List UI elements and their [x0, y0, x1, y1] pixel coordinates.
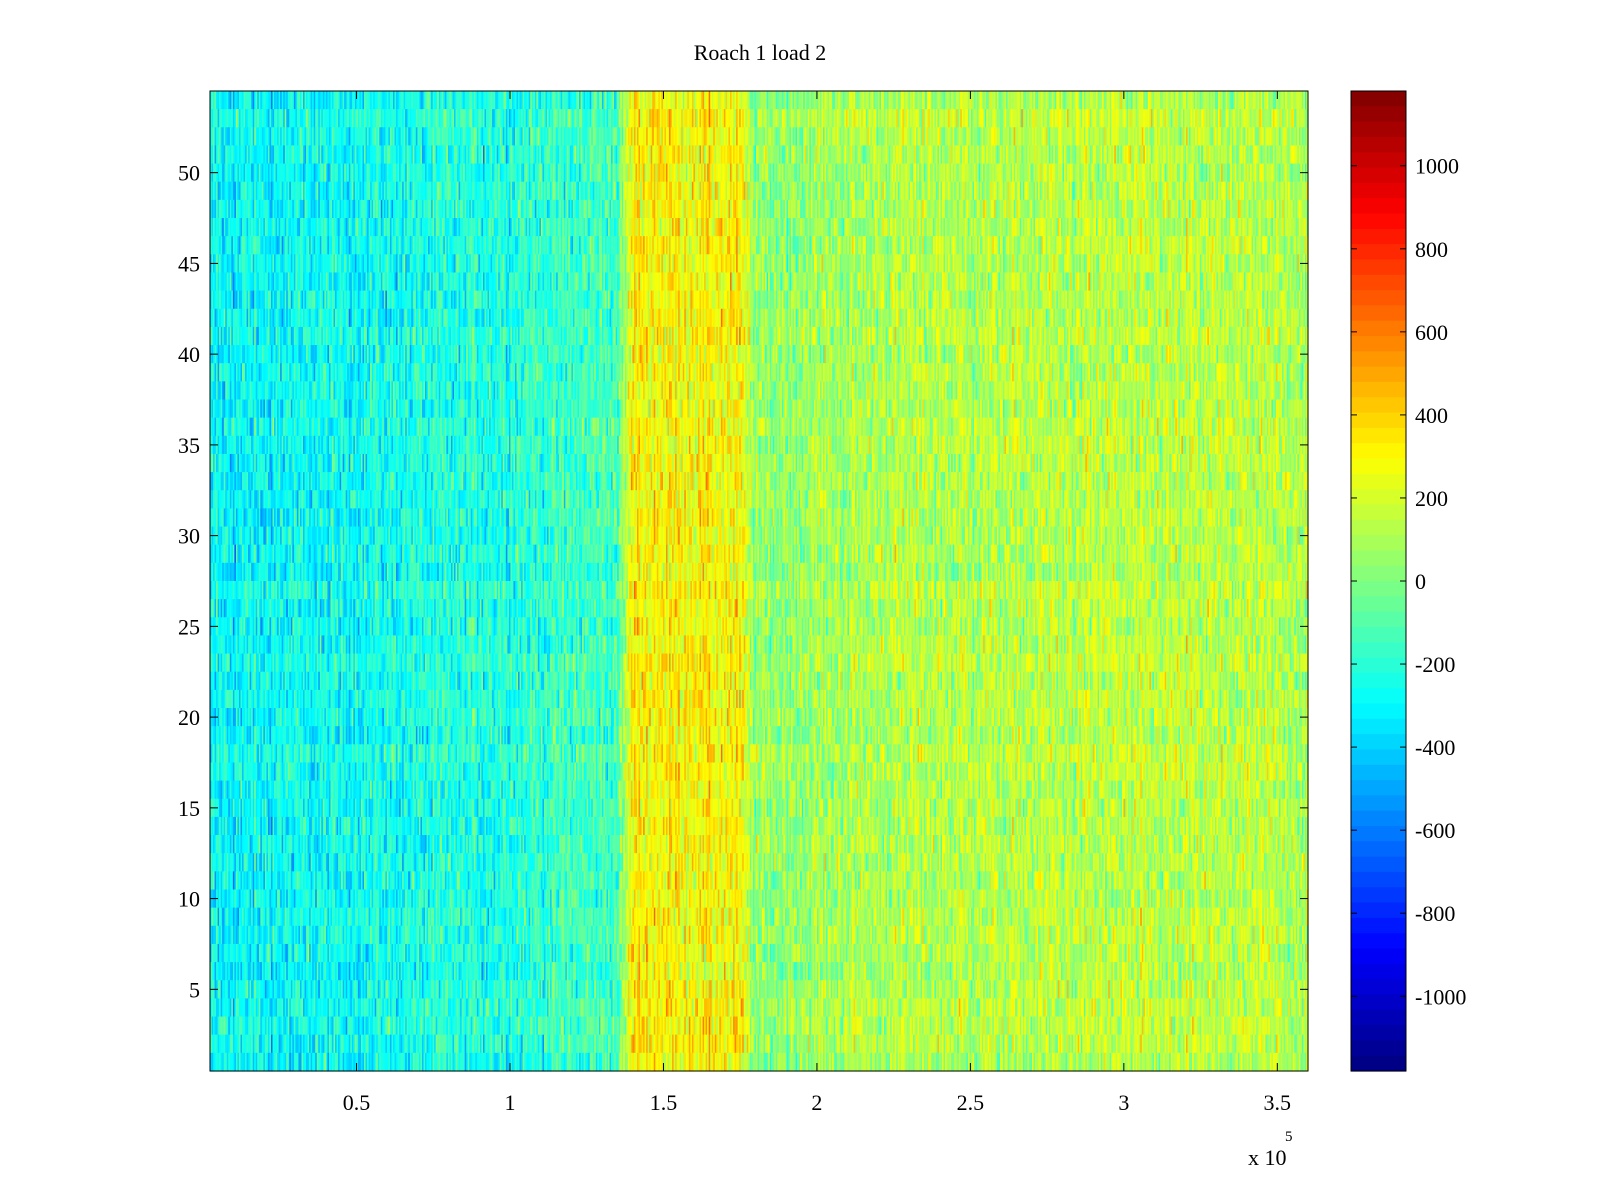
heatmap-cells — [210, 91, 1309, 1072]
